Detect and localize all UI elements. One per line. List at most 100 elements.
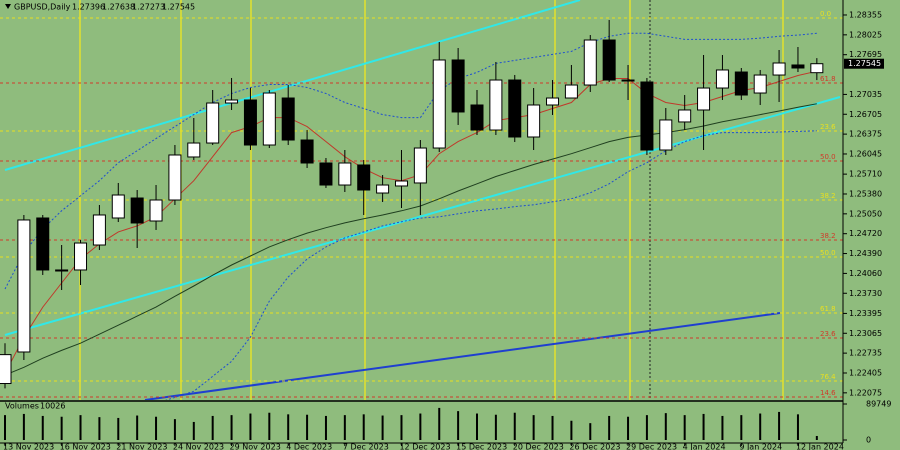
candle-body [376,184,390,194]
volume-bar [287,414,290,440]
volume-bar [230,415,233,440]
y-tick-label: 1.24720 [849,229,882,238]
volume-bar [683,415,686,440]
candle-body [753,74,767,94]
volume-bar [136,415,139,440]
y-tick-label: 1.23730 [849,289,882,298]
y-tick-label: 1.23395 [849,309,882,318]
volume-bar [306,414,309,440]
x-tick-label: 13 Nov 2023 [3,443,54,450]
candle-body [602,39,616,81]
candle-body [92,214,106,246]
y-tick-label: 1.26375 [849,130,882,139]
candle-body [0,354,12,385]
x-tick-label: 29 Dec 2023 [626,443,677,450]
level-label: 50.0 [820,153,836,161]
candle-body [734,71,748,96]
volume-bar [457,411,460,440]
volume-bar [324,415,327,440]
header-high: 1.27638 [102,3,135,12]
indicator-line [4,32,817,290]
volume-bar [796,414,799,440]
x-tick-label: 9 Jan 2024 [739,443,782,450]
y-tick-label: 1.24390 [849,249,882,258]
volume-current: 10026 [40,402,65,411]
level-label: 50.0 [820,249,836,257]
volume-bar [98,417,101,440]
y-tick-label: 1.27035 [849,90,882,99]
volume-bar [702,413,705,440]
volume-bar [532,415,535,440]
candle-body [225,99,239,104]
level-label: 38.2 [820,232,836,240]
volume-bar [778,411,781,440]
volume-bar [4,415,6,440]
volume-bar [627,416,630,440]
volume-bar [192,421,195,440]
candle-body [621,79,635,82]
candle-body [508,79,522,138]
x-tick-label: 4 Dec 2023 [286,443,332,450]
y-tick-label: 1.22735 [849,349,882,358]
level-label: 61.8 [820,305,836,313]
candle-body [678,109,692,123]
y-tick-label: 1.26705 [849,110,882,119]
candle-body [772,62,786,76]
level-label: 38.2 [820,192,836,200]
x-tick-label: 12 Dec 2023 [399,443,450,450]
candle-body [36,217,50,271]
volume-bar [494,414,497,440]
y-tick-label: 1.22405 [849,368,882,377]
x-tick-label: 16 Nov 2023 [60,443,111,450]
candle-body [697,87,711,111]
indicators [4,32,817,400]
volume-bar [551,415,554,440]
candle-body [470,104,484,131]
volume-bar [268,412,271,440]
volume-bar [815,435,818,440]
trend-line [4,0,581,171]
candle-body [527,104,541,138]
candle-body [451,59,465,113]
volume-bar [60,416,63,440]
volume-bar [79,415,82,440]
candle-body [319,162,333,186]
x-tick-label: 4 Jan 2024 [683,443,726,450]
volume-bar [740,415,743,440]
volume-bar [438,407,441,440]
y-tick-label: 1.25380 [849,189,882,198]
candle-body [187,142,201,158]
y-tick-label: 1.28025 [849,30,882,39]
x-tick-label: 21 Nov 2023 [116,443,167,450]
x-tick-label: 15 Dec 2023 [456,443,507,450]
volume-bar [645,415,648,440]
candle-body [357,164,371,191]
candle-body [74,242,88,271]
candle-body [130,197,144,224]
candle-body [810,63,824,74]
candle-body [281,97,295,141]
candle-body [17,219,31,353]
y-tick-label: 1.24060 [849,269,882,278]
level-label: 23.6 [820,330,836,338]
volume-bar [400,415,403,440]
volume-bar [589,423,592,440]
volume-bar [513,412,516,440]
candle-body [432,59,446,149]
y-tick-label: 1.25710 [849,170,882,179]
volume-bar [343,415,346,440]
candle-body [546,97,560,106]
candle-body [583,39,597,86]
volume-bar [117,417,120,440]
header-open: 1.27396 [72,3,105,12]
candle-body [300,139,314,164]
volume-bar [41,415,44,440]
volume-bar [211,415,214,440]
header: GBPUSD,Daily 1.27396 1.27638 1.27273 1.2… [5,3,195,411]
candle-body [206,102,220,144]
candle-body [394,180,408,187]
candle-body [262,92,276,146]
level-label: 0.0 [820,10,831,18]
price-box [844,58,884,69]
